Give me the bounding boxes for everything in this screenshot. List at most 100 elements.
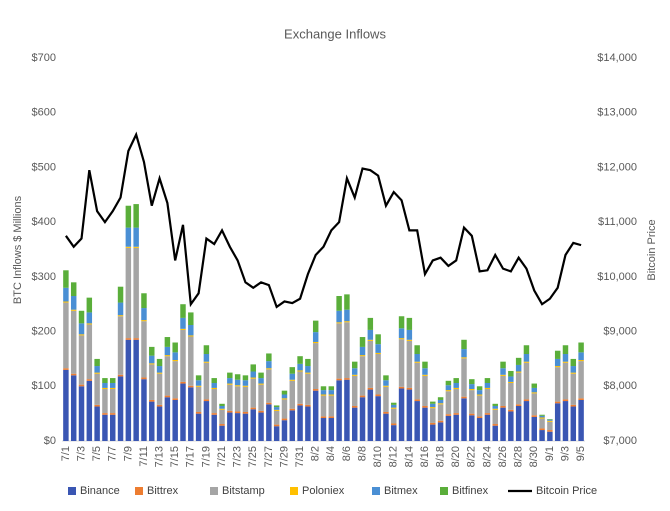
bar-segment — [70, 310, 77, 374]
bar-segment — [578, 360, 584, 362]
bar-segment — [94, 373, 100, 405]
bar-segment — [141, 308, 147, 321]
bar-segment — [172, 399, 178, 441]
bar-segment — [188, 335, 194, 337]
bar-segment — [117, 316, 124, 375]
bar-segment — [312, 343, 319, 390]
bar-segment — [359, 395, 366, 398]
bar-segment — [234, 374, 241, 380]
bar-segment — [398, 339, 405, 387]
bar-segment — [203, 401, 210, 441]
bar-segment — [578, 342, 584, 353]
bar-segment — [515, 405, 522, 441]
x-tick-label: 7/29 — [278, 446, 290, 467]
bar-segment — [180, 328, 186, 330]
x-tick-label: 7/21 — [216, 446, 228, 467]
x-tick-label: 8/4 — [325, 446, 337, 461]
bar-segment — [344, 322, 350, 379]
bar-segment — [359, 397, 366, 441]
bar-segment — [469, 390, 475, 414]
bar-segment — [351, 361, 358, 369]
bar-segment — [398, 316, 405, 329]
bar-segment — [437, 399, 444, 404]
y-tick-label: $700 — [32, 52, 56, 64]
bar-segment — [484, 413, 491, 415]
bar-segment — [305, 372, 311, 374]
bar-segment — [453, 413, 459, 415]
bar-segment — [227, 383, 233, 385]
legend-swatch — [290, 487, 298, 495]
x-tick-label: 7/13 — [153, 446, 165, 467]
bar-segment — [367, 317, 374, 330]
x-tick-label: 9/3 — [559, 446, 571, 461]
bar-segment — [453, 389, 459, 414]
bar-segment — [242, 386, 249, 413]
bar-segment — [227, 372, 233, 379]
bar-segment — [320, 418, 327, 441]
x-tick-label: 8/24 — [481, 446, 493, 467]
bar-segment — [234, 411, 241, 414]
bar-segment — [445, 385, 452, 391]
bar-segment — [102, 378, 108, 384]
bar-segment — [531, 415, 537, 417]
bar-segment — [336, 380, 342, 441]
x-tick-label: 7/9 — [122, 446, 134, 461]
bar-segment — [437, 403, 444, 405]
bar-segment — [484, 414, 491, 441]
bar-segment — [78, 310, 85, 324]
bar-segment — [523, 401, 530, 441]
bar-segment — [531, 392, 537, 394]
bar-segment — [141, 320, 147, 322]
bar-segment — [94, 358, 100, 367]
bar-segment — [266, 404, 272, 441]
bar-segment — [172, 360, 178, 362]
bar-segment — [391, 402, 397, 405]
bar-segment — [234, 413, 241, 441]
bar-segment — [125, 339, 132, 441]
bar-segment — [78, 323, 85, 335]
bar-segment — [242, 412, 249, 414]
bar-segment — [273, 426, 280, 441]
bar-segment — [258, 410, 264, 413]
bar-segment — [445, 415, 452, 441]
bar-segment — [289, 379, 296, 381]
bar-segment — [156, 404, 163, 407]
bar-segment — [102, 389, 108, 414]
bar-segment — [149, 401, 155, 441]
x-tick-label: 7/1 — [60, 446, 72, 461]
bar-segment — [351, 375, 358, 406]
y-tick-label: $100 — [32, 380, 56, 392]
bar-segment — [297, 363, 303, 371]
bar-segment — [133, 227, 139, 247]
bar-segment — [406, 339, 413, 341]
bar-segment — [141, 321, 147, 378]
bar-segment — [78, 384, 85, 387]
bar-segment — [406, 340, 413, 388]
bar-segment — [312, 389, 319, 391]
bar-segment — [63, 369, 69, 441]
bar-segment — [219, 405, 225, 409]
bar-segment — [375, 334, 381, 345]
bar-segment — [250, 371, 256, 378]
bar-segment — [453, 378, 459, 384]
bar-segment — [500, 361, 506, 369]
bar-segment — [484, 387, 491, 390]
bar-segment — [344, 294, 350, 310]
bar-segment — [476, 394, 483, 396]
bar-segment — [422, 368, 428, 375]
bar-segment — [133, 338, 139, 340]
bar-segment — [289, 410, 296, 441]
bar-segment — [102, 387, 108, 390]
legend-label: Bittrex — [147, 485, 179, 497]
bar-segment — [117, 286, 124, 303]
bar-segment — [523, 345, 530, 355]
bar-segment — [258, 412, 264, 441]
bar-segment — [203, 362, 210, 400]
bar-segment — [180, 317, 186, 329]
bar-segment — [312, 390, 319, 441]
bar-segment — [508, 411, 514, 441]
bar-segment — [570, 372, 577, 374]
bar-segment — [391, 423, 397, 426]
bar-segment — [422, 405, 428, 408]
bar-segment — [570, 373, 577, 405]
